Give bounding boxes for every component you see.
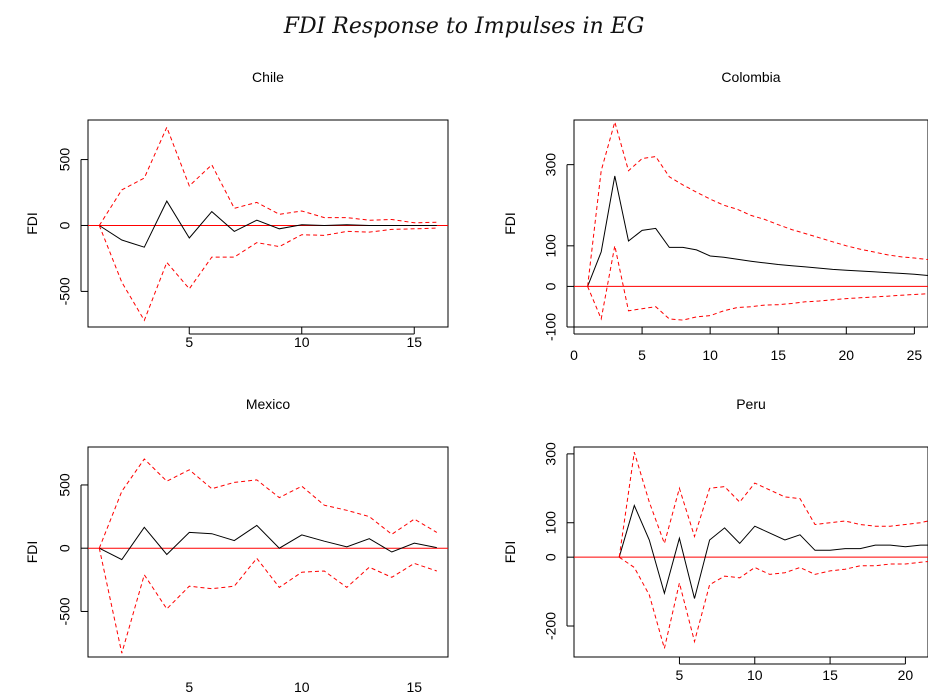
peru-y-axis-label: FDI <box>502 541 518 564</box>
chile-x-tick-label: 15 <box>406 334 422 350</box>
mexico-y-tick-label: 500 <box>57 473 73 497</box>
chile-chart-title: Chile <box>252 69 284 85</box>
figure-title: FDI Response to Impulses in EG <box>283 14 645 39</box>
mexico-chart-title: Mexico <box>246 396 291 412</box>
mexico-y-axis-label: FDI <box>24 541 40 564</box>
mexico-x-tick-label: 10 <box>294 679 310 695</box>
peru-x-tick-label: 5 <box>676 667 684 683</box>
colombia-x-tick-label: 20 <box>839 347 855 363</box>
colombia-chart-title: Colombia <box>721 69 780 85</box>
chile-y-axis-label: FDI <box>24 212 40 235</box>
colombia-lower-line <box>587 245 928 321</box>
panel-mexico: Mexico FDI -500 0 500 5 10 15 <box>24 396 449 695</box>
peru-lower-line <box>618 556 928 649</box>
peru-y-tick-label: 100 <box>543 511 559 535</box>
colombia-y-tick-label: 0 <box>543 282 559 290</box>
mexico-upper-line <box>98 458 438 549</box>
peru-x-tick-label: 20 <box>898 667 914 683</box>
mexico-x-tick-label: 15 <box>406 679 422 695</box>
colombia-response-line <box>587 175 928 287</box>
chile-plot-frame <box>87 119 449 328</box>
chile-y-tick-label: -500 <box>57 277 73 305</box>
peru-chart-title: Peru <box>736 396 766 412</box>
colombia-y-tick-label: 100 <box>543 234 559 258</box>
chile-y-tick-label: 500 <box>57 148 73 172</box>
peru-y-tick-label: -200 <box>543 612 559 640</box>
peru-x-tick-label: 10 <box>747 667 763 683</box>
chile-upper-line <box>98 125 437 226</box>
panel-peru: Peru FDI -200 0 100 300 5 10 15 20 <box>502 396 928 683</box>
mexico-lower-line <box>98 548 437 654</box>
colombia-y-tick-label: 300 <box>543 153 559 177</box>
colombia-upper-line <box>587 120 928 287</box>
peru-response-line <box>618 504 928 599</box>
colombia-plot-frame <box>573 119 928 328</box>
mexico-x-tick-label: 5 <box>185 679 193 695</box>
colombia-x-tick-label: 10 <box>702 347 718 363</box>
mexico-plot-frame <box>87 446 449 658</box>
peru-upper-line <box>618 452 928 558</box>
mexico-y-tick-label: 0 <box>57 544 73 552</box>
peru-plot-frame <box>573 446 928 658</box>
colombia-x-tick-label: 15 <box>770 347 786 363</box>
chile-y-tick-label: 0 <box>57 221 73 229</box>
peru-y-tick-label: 0 <box>543 553 559 561</box>
mexico-y-tick-label: -500 <box>57 597 73 625</box>
chile-x-tick-label: 5 <box>185 334 193 350</box>
colombia-x-tick-label: 0 <box>570 347 578 363</box>
colombia-x-tick-label: 25 <box>907 347 923 363</box>
mexico-response-line <box>99 524 437 561</box>
colombia-y-axis-label: FDI <box>502 212 518 235</box>
colombia-x-tick-label: 5 <box>638 347 646 363</box>
chile-lower-line <box>98 225 437 322</box>
panel-colombia: Colombia FDI -100 0 100 300 0 5 10 15 20 25 <box>502 69 928 363</box>
peru-y-tick-label: 300 <box>543 442 559 466</box>
chile-response-line <box>99 200 437 248</box>
panel-chile: Chile FDI -500 0 500 5 10 15 <box>24 69 449 350</box>
chile-x-tick-label: 10 <box>294 334 310 350</box>
colombia-y-tick-label: -100 <box>543 313 559 341</box>
peru-x-tick-label: 15 <box>822 667 838 683</box>
